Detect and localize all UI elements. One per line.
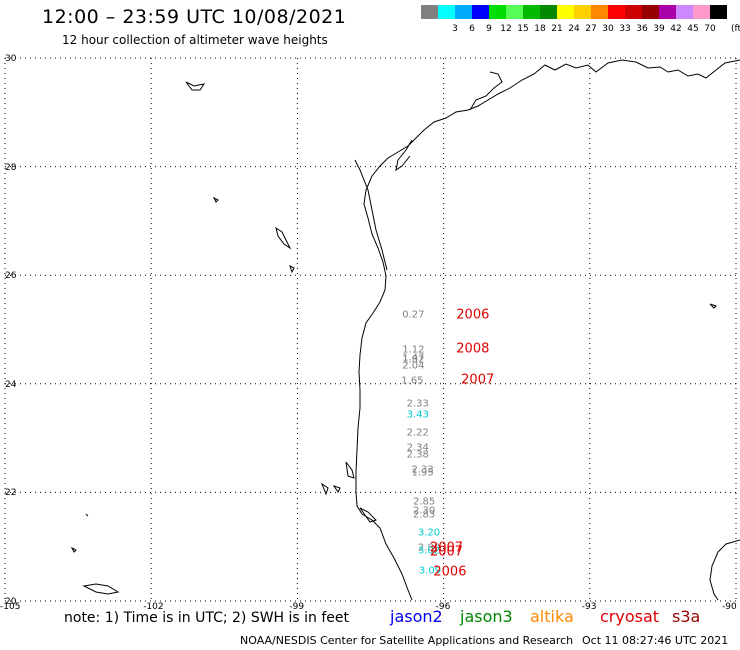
- legend-tick-label: 42: [670, 24, 682, 34]
- wave-height-value: 0.27: [402, 309, 425, 321]
- cycle-number-label: 2007: [429, 544, 464, 560]
- wave-height-value: 3.43: [406, 409, 429, 421]
- wave-height-value: 2.30: [412, 505, 436, 517]
- wave-height-value: 2.04: [402, 360, 425, 372]
- longitude-tick-label: -93: [581, 602, 597, 612]
- cycle-number-label: 2007: [461, 372, 495, 388]
- legend-tick-label: 33: [619, 24, 631, 34]
- coastline: [70, 59, 740, 601]
- legend-swatch: [659, 5, 676, 19]
- legend-tick-label: 39: [653, 24, 665, 34]
- longitude-tick-label: -102: [143, 602, 164, 612]
- generation-timestamp: Oct 11 08:27:46 UTC 2021: [582, 634, 729, 647]
- wave-height-value: 2.38: [406, 449, 429, 461]
- latitude-tick-label: 22: [5, 488, 17, 499]
- wave-height-value: 1.12: [402, 344, 425, 356]
- wave-height-value: 1.47: [402, 352, 425, 364]
- satellite-s3a: s3a: [672, 607, 701, 626]
- legend-swatch: [506, 5, 523, 19]
- longitude-tick-label: -90: [722, 602, 737, 612]
- legend-tick-label: 9: [486, 24, 492, 34]
- legend-tick-label: 27: [585, 24, 597, 34]
- legend-tick-label: 70: [704, 24, 716, 34]
- latitude-tick-label: 24: [5, 379, 17, 390]
- legend-tick-label: 18: [534, 24, 546, 34]
- wave-height-value: 1.95: [411, 467, 434, 479]
- legend-tick-label: 12: [500, 24, 512, 34]
- footer-note: note: 1) Time is in UTC; 2) SWH is in fe…: [64, 610, 350, 626]
- wave-height-value: 2.34: [406, 442, 429, 454]
- latitude-tick-label: 26: [5, 271, 17, 282]
- legend-swatch: [642, 5, 659, 19]
- wave-height-value: 1.82: [402, 354, 425, 366]
- legend-swatch: [489, 5, 506, 19]
- wave-height-value: 2.22: [406, 427, 429, 439]
- wave-height-value: 3.09: [418, 565, 442, 577]
- legend-tick-label: 21: [551, 24, 563, 34]
- satellite-altika: altika: [530, 607, 574, 626]
- wave-height-value: 3.02: [417, 545, 441, 556]
- legend-tick-label: 36: [636, 24, 648, 34]
- legend-tick-label: 24: [568, 24, 580, 34]
- legend-swatch: [676, 5, 693, 19]
- legend-swatch: [523, 5, 540, 19]
- legend-swatch: [540, 5, 557, 19]
- legend-swatch: [710, 5, 727, 19]
- wave-height-value: 2.33: [406, 398, 429, 410]
- legend-swatch: [591, 5, 608, 19]
- legend-swatch: [438, 5, 455, 19]
- legend-tick-label: 30: [602, 24, 614, 34]
- longitude-tick-label: -99: [289, 602, 305, 612]
- lat-lon-grid: [4, 57, 737, 602]
- credit-line: NOAA/NESDIS Center for Satellite Applica…: [240, 634, 574, 647]
- wave-height-value: 2.80: [417, 542, 441, 554]
- satellite-jason2: jason2: [390, 607, 443, 626]
- satellite-jason3: jason3: [460, 607, 513, 626]
- legend-swatch: [625, 5, 642, 19]
- satellite-cryosat: cryosat: [600, 607, 660, 626]
- legend-swatch: [421, 5, 438, 19]
- legend-swatch: [557, 5, 574, 19]
- latitude-tick-label: 28: [5, 162, 17, 173]
- cycle-number-label: 2006: [433, 564, 467, 580]
- legend-swatch: [472, 5, 489, 19]
- latitude-tick-label: 30: [5, 54, 17, 64]
- legend-swatch: [693, 5, 710, 19]
- legend-tick-label: 6: [469, 24, 475, 34]
- legend-swatch: [455, 5, 472, 19]
- map-title: 12:00 – 23:59 UTC 10/08/2021: [42, 6, 347, 28]
- legend-tick-label: 15: [517, 24, 529, 34]
- wave-height-value: 2.85: [412, 496, 436, 508]
- legend-tick-label: 45: [687, 24, 699, 34]
- latitude-tick-label: 20: [5, 597, 17, 607]
- cycle-number-label: 2008: [456, 341, 490, 357]
- legend-swatch: [608, 5, 625, 19]
- wave-height-value: 2.33: [411, 464, 434, 476]
- cycle-number-label: 2006: [456, 307, 490, 323]
- longitude-tick-label: -105: [0, 602, 21, 612]
- wave-height-value: 2.83: [412, 509, 436, 521]
- legend-tick-label: 3: [452, 24, 458, 34]
- map-subtitle: 12 hour collection of altimeter wave hei…: [62, 33, 328, 47]
- wave-height-value: 1.65: [401, 375, 424, 387]
- cycle-number-label: 2007: [429, 540, 464, 556]
- legend-unit: (ft): [731, 24, 740, 34]
- wave-height-value: 3.20: [417, 527, 441, 539]
- legend-swatch: [574, 5, 591, 19]
- longitude-tick-label: -96: [435, 602, 451, 612]
